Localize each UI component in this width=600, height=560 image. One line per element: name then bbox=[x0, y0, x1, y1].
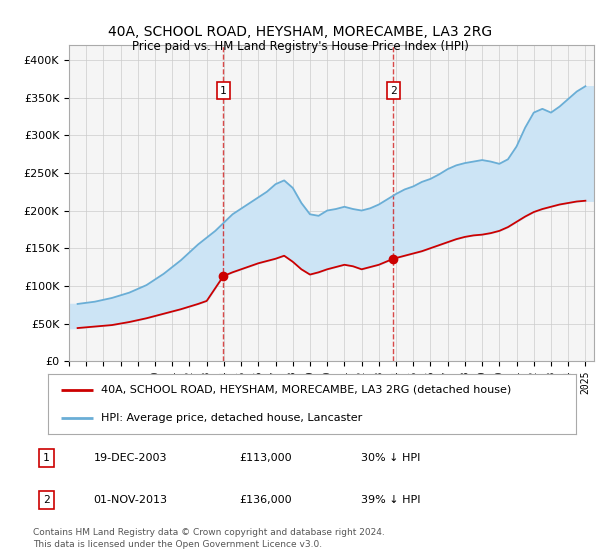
Text: 2: 2 bbox=[390, 86, 397, 96]
Text: This data is licensed under the Open Government Licence v3.0.: This data is licensed under the Open Gov… bbox=[33, 540, 322, 549]
Text: 30% ↓ HPI: 30% ↓ HPI bbox=[361, 453, 421, 463]
Text: 40A, SCHOOL ROAD, HEYSHAM, MORECAMBE, LA3 2RG: 40A, SCHOOL ROAD, HEYSHAM, MORECAMBE, LA… bbox=[108, 25, 492, 39]
Text: £136,000: £136,000 bbox=[240, 495, 292, 505]
Text: HPI: Average price, detached house, Lancaster: HPI: Average price, detached house, Lanc… bbox=[101, 413, 362, 423]
Text: 1: 1 bbox=[43, 453, 50, 463]
Text: Price paid vs. HM Land Registry's House Price Index (HPI): Price paid vs. HM Land Registry's House … bbox=[131, 40, 469, 53]
Text: 39% ↓ HPI: 39% ↓ HPI bbox=[361, 495, 421, 505]
Text: 1: 1 bbox=[220, 86, 227, 96]
Text: 2: 2 bbox=[43, 495, 50, 505]
Text: Contains HM Land Registry data © Crown copyright and database right 2024.: Contains HM Land Registry data © Crown c… bbox=[33, 528, 385, 536]
Text: £113,000: £113,000 bbox=[240, 453, 292, 463]
Text: 01-NOV-2013: 01-NOV-2013 bbox=[94, 495, 167, 505]
Text: 19-DEC-2003: 19-DEC-2003 bbox=[94, 453, 167, 463]
Text: 40A, SCHOOL ROAD, HEYSHAM, MORECAMBE, LA3 2RG (detached house): 40A, SCHOOL ROAD, HEYSHAM, MORECAMBE, LA… bbox=[101, 385, 511, 395]
